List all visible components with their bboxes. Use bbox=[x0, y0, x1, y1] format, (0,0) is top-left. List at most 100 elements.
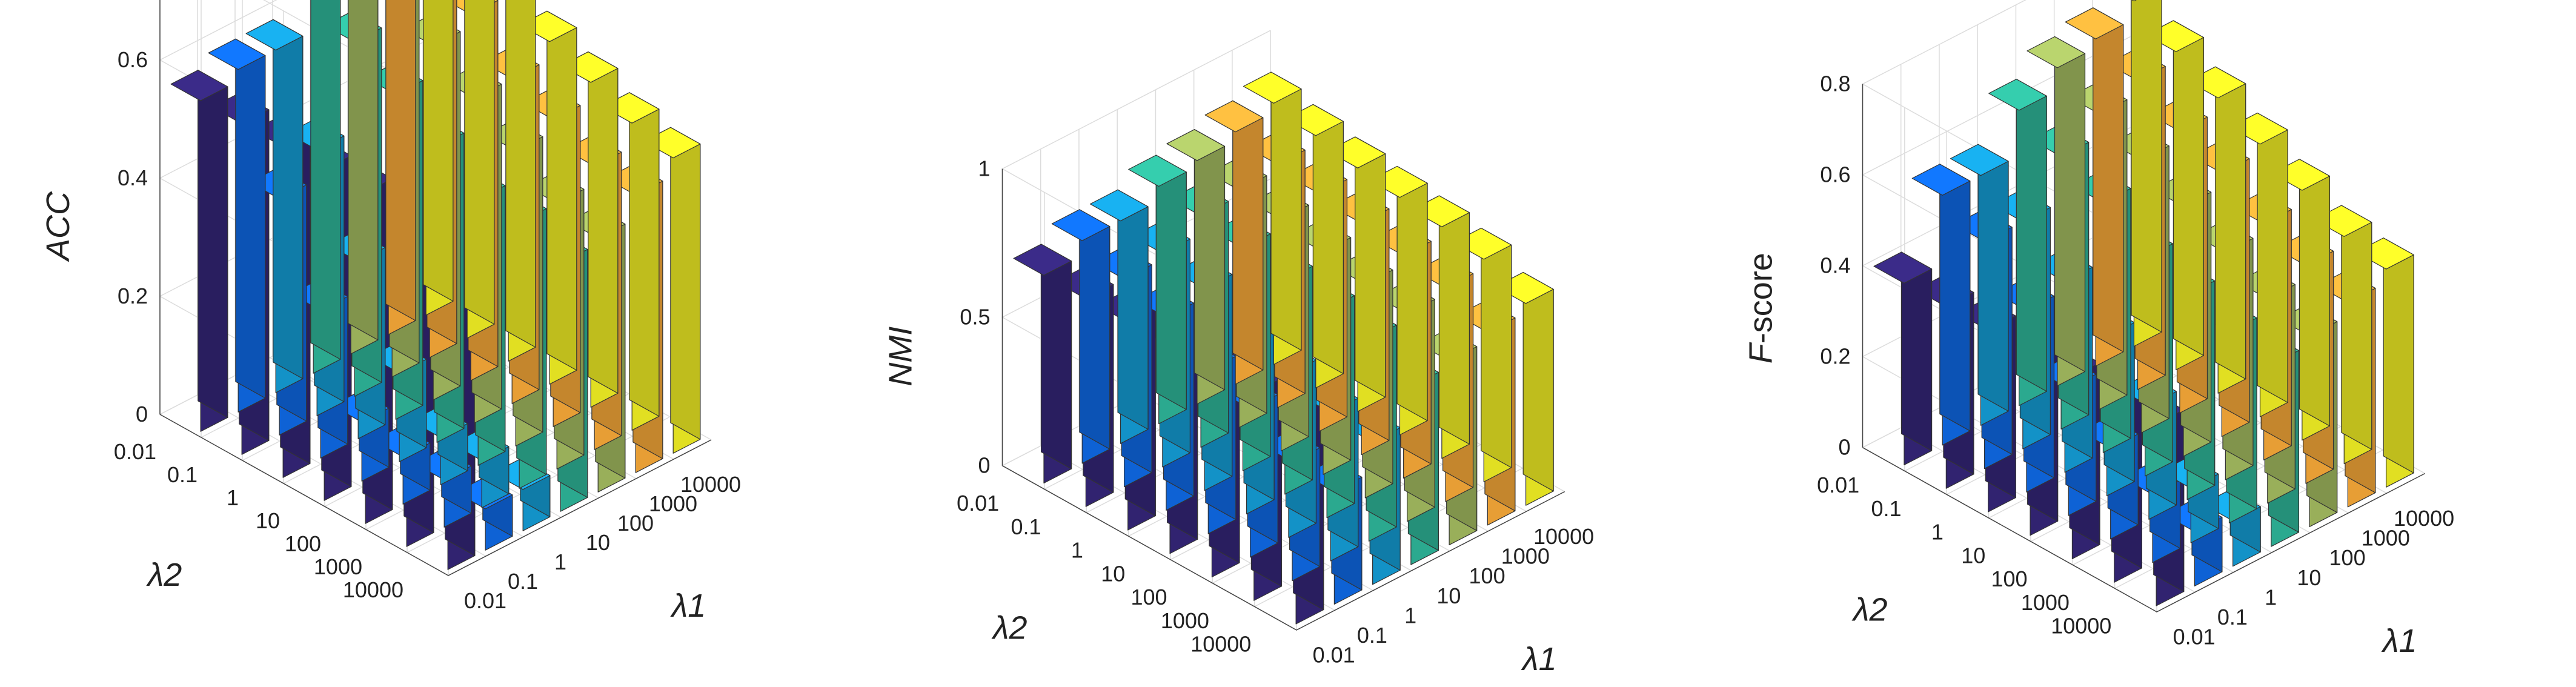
bar bbox=[2313, 205, 2372, 465]
axis-frame bbox=[1862, 84, 2426, 612]
x-tick-label: 1000 bbox=[649, 491, 697, 516]
x-tick-label: 1000 bbox=[1501, 543, 1550, 568]
bar bbox=[2131, 0, 2162, 347]
bar bbox=[1166, 129, 1226, 405]
bar bbox=[2229, 112, 2288, 417]
bar bbox=[1327, 136, 1386, 412]
bar bbox=[1988, 79, 2047, 407]
x-tick-label: 1000 bbox=[2362, 525, 2410, 550]
z-tick-label: 0.6 bbox=[1820, 162, 1850, 187]
z-tick-label: 0.2 bbox=[1820, 344, 1850, 369]
x-tick-label: 1 bbox=[2265, 585, 2277, 609]
bar bbox=[1453, 227, 1512, 483]
y-tick-label: 0.01 bbox=[1817, 473, 1859, 497]
y-tick-label: 10000 bbox=[343, 577, 403, 602]
bar bbox=[423, 0, 454, 316]
y-tick-label: 0.01 bbox=[114, 439, 156, 464]
z-tick-label: 0 bbox=[1838, 435, 1850, 460]
z-tick-label: 0 bbox=[136, 402, 148, 426]
x-tick-label: 100 bbox=[617, 511, 654, 536]
y-tick-label: 1 bbox=[1931, 520, 1944, 545]
chart-panel-f-score: 00.20.40.60.8F-score0.010.11101001000100… bbox=[1742, 0, 2454, 659]
z-tick-label: 0.2 bbox=[118, 284, 148, 308]
bar bbox=[385, 0, 416, 335]
z-axis-label: ACC bbox=[40, 191, 76, 262]
chart-panel-acc: 00.20.40.60.8ACC0.010.1110100100010000λ1… bbox=[40, 0, 741, 624]
y-tick-label: 0.1 bbox=[1871, 496, 1901, 521]
bar bbox=[1873, 251, 1933, 466]
bar bbox=[1495, 271, 1554, 506]
y-tick-label: 1000 bbox=[314, 554, 362, 579]
x-tick-label: 0.01 bbox=[464, 588, 506, 613]
z-tick-label: 0.4 bbox=[118, 165, 148, 190]
bars bbox=[1013, 71, 1554, 625]
z-axis-label: NMI bbox=[882, 327, 918, 387]
bar bbox=[2065, 7, 2124, 367]
y-tick-label: 10 bbox=[1961, 543, 1985, 568]
bar bbox=[2145, 20, 2204, 370]
x-tick-label: 0.1 bbox=[2217, 605, 2248, 629]
y-axis-label: λ2 bbox=[146, 557, 182, 593]
bar bbox=[310, 0, 341, 374]
z-tick-label: 0.8 bbox=[1820, 71, 1850, 96]
x-tick-label: 100 bbox=[2329, 545, 2366, 570]
bars bbox=[170, 0, 701, 570]
y-tick-label: 1000 bbox=[2021, 590, 2070, 615]
x-tick-label: 10 bbox=[586, 530, 610, 555]
bar bbox=[170, 70, 228, 432]
y-tick-label: 100 bbox=[1991, 566, 2028, 591]
bar bbox=[2187, 66, 2246, 394]
bar bbox=[1285, 104, 1344, 388]
bar bbox=[1089, 189, 1149, 444]
bar bbox=[1950, 144, 2009, 426]
x-tick-label: 10000 bbox=[1533, 524, 1594, 549]
y-tick-label: 1 bbox=[227, 485, 239, 510]
x-tick-label: 10 bbox=[2297, 565, 2321, 590]
x-axis-label: λ1 bbox=[2381, 623, 2417, 659]
bar bbox=[348, 0, 379, 354]
x-axis-label: λ1 bbox=[1521, 641, 1557, 677]
axis-frame bbox=[1001, 168, 1565, 631]
y-tick-label: 10000 bbox=[2051, 614, 2111, 639]
z-axis-label: F-score bbox=[1742, 253, 1779, 363]
bar bbox=[1204, 100, 1264, 385]
bar bbox=[2027, 36, 2086, 387]
y-tick-label: 100 bbox=[285, 531, 321, 556]
bar bbox=[1243, 71, 1302, 365]
z-tick-labels: 0 0.2 0.4 0.6 0.8 bbox=[1820, 71, 1850, 460]
bar bbox=[643, 127, 701, 454]
y-tick-label: 1 bbox=[1071, 538, 1083, 563]
bars bbox=[1873, 0, 2414, 606]
bar bbox=[1911, 164, 1971, 446]
x-tick-label: 10000 bbox=[2394, 506, 2454, 531]
x-tick-label: 10 bbox=[1436, 583, 1461, 608]
bar bbox=[1369, 165, 1428, 436]
bar bbox=[208, 38, 266, 413]
x-tick-label: 0.01 bbox=[2173, 625, 2216, 649]
z-tick-labels: 00.20.40.60.8 bbox=[118, 47, 148, 426]
z-tick-label: 0.4 bbox=[1820, 253, 1850, 278]
y-tick-label: 0.1 bbox=[1011, 514, 1041, 539]
y-tick-label: 0.1 bbox=[167, 462, 198, 487]
x-axis-label: λ1 bbox=[670, 588, 706, 624]
z-tick-label: 0 bbox=[978, 453, 990, 478]
x-tick-label: 10000 bbox=[680, 472, 741, 497]
y-tick-label: 10 bbox=[1101, 561, 1125, 586]
y-tick-label: 1000 bbox=[1161, 608, 1209, 633]
x-tick-label: 1 bbox=[554, 549, 566, 574]
z-tick-label: 0.6 bbox=[118, 47, 148, 72]
x-tick-label: 100 bbox=[1469, 563, 1505, 588]
y-axis-label: λ2 bbox=[1851, 591, 1888, 628]
z-tick-labels: 00.51 bbox=[960, 156, 990, 478]
bar bbox=[560, 51, 619, 408]
chart-panel-nmi: 00.51NMI0.010.1110100100010000λ10.010.11… bbox=[882, 30, 1594, 677]
x-tick-label: 0.1 bbox=[508, 569, 538, 594]
y-tick-label: 100 bbox=[1131, 585, 1167, 609]
bar bbox=[464, 0, 495, 339]
y-tick-label: 0.01 bbox=[957, 491, 999, 516]
